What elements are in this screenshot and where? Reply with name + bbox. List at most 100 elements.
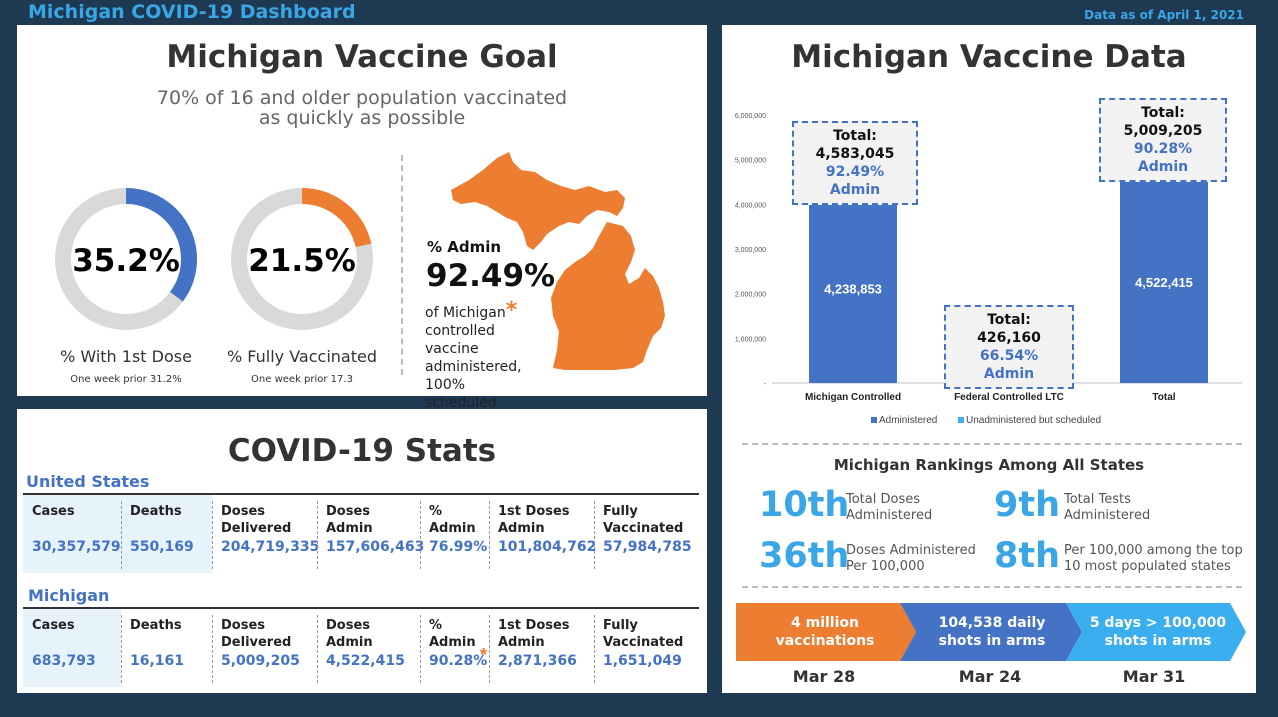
- stat-header: Cases: [32, 617, 75, 634]
- fully-vaccinated-value: 21.5%: [248, 243, 356, 279]
- callout-total: Total: 5,009,205 90.28% Admin: [1099, 98, 1227, 182]
- stat-header-line: Doses: [326, 618, 371, 633]
- stat-value: 204,719,335: [221, 539, 320, 555]
- stat-header: Doses Delivered: [221, 503, 291, 537]
- bar-administered: [809, 193, 897, 383]
- callout-michigan-admin: 92.49% Admin: [825, 164, 885, 198]
- stat-header-line: %: [429, 618, 443, 633]
- vaccine-goal-panel: Michigan Vaccine Goal 70% of 16 and olde…: [17, 25, 707, 411]
- milestone-line: 4 million: [791, 615, 859, 631]
- milestone-arrow-2: [900, 603, 1082, 661]
- milestone-line: 5 days > 100,000: [1089, 615, 1227, 631]
- us-label: United States: [26, 472, 150, 491]
- cell-divider: [489, 615, 490, 683]
- y-tick-label: 2,000,000: [735, 292, 766, 299]
- fully-vaccinated-donut: [231, 188, 373, 330]
- michigan-map-icon: [451, 152, 665, 370]
- cell-divider: [121, 501, 122, 569]
- stat-header-line: Fully: [603, 504, 638, 519]
- rank-total-tests: 9th: [994, 485, 1061, 525]
- milestone-arrow-1: [736, 603, 916, 661]
- stat-value: 683,793: [32, 653, 96, 669]
- us-stat-cell: Cases 30,357,579: [23, 495, 121, 573]
- us-stat-cell: % Admin 76.99%: [420, 495, 489, 573]
- x-tick-label: Michigan Controlled: [805, 392, 901, 403]
- mi-stat-cell: Fully Vaccinated 1,651,049: [594, 609, 699, 687]
- admin-label: % Admin: [427, 238, 502, 256]
- first-dose-arc: [55, 188, 197, 330]
- dashboard-title: Michigan COVID-19 Dashboard: [28, 1, 356, 23]
- us-stat-cell: Fully Vaccinated 57,984,785: [594, 495, 699, 573]
- y-tick-label: 5,000,000: [735, 158, 766, 165]
- milestones-divider: [742, 586, 1242, 588]
- cell-divider: [594, 615, 595, 683]
- milestone-2-text: 104,538 daily shots in arms: [912, 614, 1072, 650]
- rank-doses-per-100k: 36th: [759, 536, 850, 576]
- fully-vaccinated-label: % Fully Vaccinated: [227, 347, 377, 366]
- fully-vaccinated-arc: [231, 188, 373, 330]
- milestone-line: shots in arms: [938, 633, 1046, 649]
- stat-header-line: Cases: [32, 504, 75, 519]
- stat-header-line: 1st Doses: [498, 618, 570, 633]
- cell-divider: [121, 615, 122, 683]
- goal-title: Michigan Vaccine Goal: [166, 39, 558, 75]
- stat-header: Fully Vaccinated: [603, 617, 683, 651]
- callout-federal-ltc: Total: 426,160 66.54% Admin: [944, 305, 1074, 389]
- stat-header-line: Vaccinated: [603, 635, 684, 650]
- stat-header-line: Cases: [32, 618, 75, 633]
- stat-header-line: Delivered: [221, 521, 292, 536]
- us-stats-table: Cases 30,357,579 Deaths 550,169 Doses Deliver…: [23, 493, 699, 575]
- rank-text-line: Administered: [846, 508, 933, 523]
- rank-doses-per-100k-text: Doses Administered Per 100,000: [846, 543, 976, 575]
- stat-header-line: Admin: [429, 521, 476, 536]
- stat-value: 157,606,463: [326, 539, 425, 555]
- michigan-stats-table: Cases 683,793 Deaths 16,161 Doses Delivered 5,…: [23, 607, 699, 689]
- mi-stat-cell: Deaths 16,161: [121, 609, 212, 687]
- rank-text-line: 10 most populated states: [1064, 559, 1231, 574]
- goal-subtitle-1: 70% of 16 and older population vaccinate…: [156, 87, 568, 109]
- stat-value: 30,357,579: [32, 539, 121, 555]
- admin-asterisk: *: [480, 645, 488, 665]
- stat-value: 90.28%: [429, 653, 488, 669]
- callout-federal-total: Total: 426,160: [977, 312, 1041, 346]
- stat-header: Doses Admin: [326, 617, 373, 651]
- milestone-arrow-3: [1066, 603, 1246, 661]
- milestone-3-text: 5 days > 100,000 shots in arms: [1078, 614, 1238, 650]
- stat-header: % Admin: [429, 617, 476, 651]
- cell-divider: [489, 501, 490, 569]
- rankings-divider: [742, 443, 1242, 445]
- rank-top10-populated-text: Per 100,000 among the top 10 most populat…: [1064, 543, 1243, 575]
- rank-total-doses-text: Total Doses Administered: [846, 492, 932, 524]
- rank-text-line: Doses Administered: [846, 543, 976, 558]
- stat-header-line: Admin: [326, 521, 373, 536]
- stat-header-line: Vaccinated: [603, 521, 684, 536]
- admin-value: 92.49%: [426, 258, 556, 294]
- cell-divider: [420, 501, 421, 569]
- callout-michigan-controlled: Total: 4,583,045 92.49% Admin: [792, 121, 918, 205]
- cell-divider: [212, 615, 213, 683]
- callout-federal-admin: 66.54% Admin: [979, 348, 1039, 382]
- stat-value: 101,804,762: [498, 539, 597, 555]
- rank-top10-populated: 8th: [994, 536, 1061, 576]
- covid-stats-panel: COVID-19 Stats United States Cases 30,357…: [17, 409, 707, 693]
- rank-text-line: Total Tests: [1064, 492, 1131, 507]
- legend-swatch: [871, 417, 877, 423]
- admin-description: of Michigan* controlled vaccine administ…: [425, 300, 545, 412]
- us-stat-cell: Deaths 550,169: [121, 495, 212, 573]
- y-tick-label: 1,000,000: [735, 336, 766, 343]
- rank-total-tests-text: Total Tests Administered: [1064, 492, 1150, 524]
- stat-header: % Admin: [429, 503, 476, 537]
- admin-desc-4: 100% scheduled.: [425, 377, 502, 411]
- cell-divider: [317, 615, 318, 683]
- stat-value: 5,009,205: [221, 653, 300, 669]
- stat-header-line: Delivered: [221, 635, 292, 650]
- stat-header: Deaths: [130, 503, 182, 520]
- cell-divider: [594, 501, 595, 569]
- stat-header: Doses Delivered: [221, 617, 291, 651]
- goal-divider: [401, 155, 403, 375]
- milestone-line: vaccinations: [775, 633, 875, 649]
- stat-header-line: Fully: [603, 618, 638, 633]
- stat-header-line: Admin: [498, 635, 545, 650]
- stat-header-line: Deaths: [130, 618, 182, 633]
- milestone-line: shots in arms: [1104, 633, 1212, 649]
